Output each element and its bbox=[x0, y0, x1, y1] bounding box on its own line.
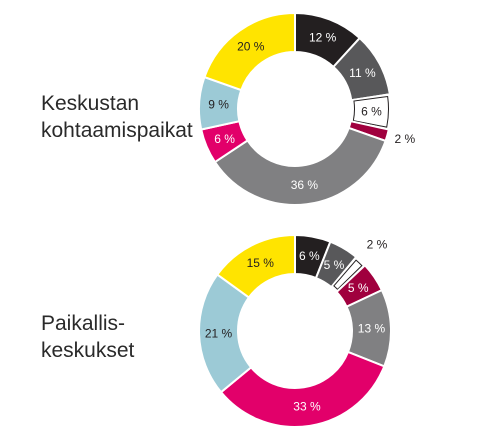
title-line: kohtaamispaikat bbox=[41, 119, 193, 142]
donut-slice-outline bbox=[333, 259, 363, 291]
slice-label: 15 % bbox=[247, 256, 275, 270]
donut-slice-outline bbox=[352, 95, 389, 128]
donut-chart: 12 % 11 % 6 % 2 % 36 % 6 % 9 % 20 % bbox=[198, 11, 415, 206]
slice-label: 9 % bbox=[208, 97, 229, 111]
slice-label: 6 % bbox=[361, 104, 382, 118]
slice-label: 5 % bbox=[348, 281, 369, 295]
donut-chart: 6 % 5 % 2 % 5 % 13 % 33 % 21 % 15 % bbox=[198, 233, 392, 428]
chart-title-paikallis: Paikallis- keskukset bbox=[41, 310, 134, 364]
slice-label: 2 % bbox=[367, 237, 388, 251]
slice-label: 6 % bbox=[214, 132, 235, 146]
donut-slice bbox=[203, 11, 296, 92]
slice-label: 21 % bbox=[205, 326, 233, 340]
slice-label: 2 % bbox=[394, 132, 415, 146]
chart-title-keskustan: Keskustan kohtaamispaikat bbox=[41, 90, 193, 144]
slice-label: 36 % bbox=[291, 178, 319, 192]
slice-label: 11 % bbox=[349, 66, 376, 80]
donut-slice bbox=[213, 126, 387, 206]
slice-label: 13 % bbox=[358, 322, 386, 336]
slice-label: 33 % bbox=[293, 400, 321, 414]
title-line: Keskustan bbox=[41, 92, 140, 115]
slice-label: 12 % bbox=[309, 31, 337, 45]
title-line: keskukset bbox=[41, 339, 135, 362]
title-line: Paikallis- bbox=[41, 312, 126, 335]
slice-label: 6 % bbox=[299, 249, 320, 263]
donut-slice bbox=[215, 233, 296, 299]
donut-slice bbox=[219, 350, 386, 428]
slice-label: 5 % bbox=[324, 258, 345, 272]
slice-label: 20 % bbox=[237, 40, 265, 54]
